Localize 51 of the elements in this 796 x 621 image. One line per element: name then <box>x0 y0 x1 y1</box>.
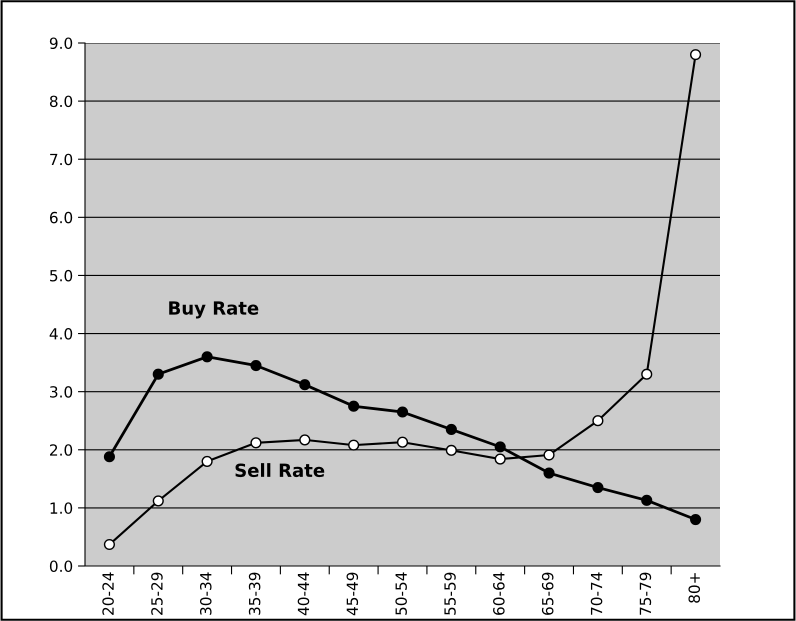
point <box>592 482 604 494</box>
point <box>104 451 115 462</box>
x-tick-label: 70-74 <box>590 572 602 615</box>
y-tick-label: 1.0 <box>50 502 72 514</box>
x-tick-label: 50-54 <box>395 572 407 615</box>
x-tick-label: 25-29 <box>151 572 163 615</box>
point <box>494 454 506 465</box>
y-tick-label: 7.0 <box>50 154 72 166</box>
point <box>152 495 164 506</box>
x-tick-label: 75-79 <box>640 572 652 615</box>
point <box>641 494 652 506</box>
point <box>299 434 310 446</box>
point <box>690 49 702 60</box>
point <box>543 449 555 461</box>
point <box>104 538 115 550</box>
point <box>543 467 555 479</box>
y-tick-label: 0.0 <box>50 560 72 572</box>
point <box>152 368 164 380</box>
point <box>202 456 213 467</box>
y-tick-label: 4.0 <box>50 328 72 340</box>
x-tick-label: 20-24 <box>102 572 114 615</box>
point <box>446 424 457 435</box>
x-tick-label: 80+ <box>688 573 700 603</box>
point <box>250 437 262 448</box>
series-label: Sell Rate <box>236 463 324 478</box>
point <box>494 441 506 452</box>
point <box>690 514 702 526</box>
x-tick-label: 35-39 <box>248 572 260 615</box>
y-tick-label: 5.0 <box>50 270 72 282</box>
point <box>250 360 262 372</box>
point <box>202 351 213 362</box>
y-tick-label: 8.0 <box>50 96 72 108</box>
point <box>299 379 310 390</box>
y-tick-label: 9.0 <box>50 37 72 50</box>
x-tick-label: 60-64 <box>493 572 505 615</box>
point <box>396 436 408 448</box>
x-tick-label: 30-34 <box>200 572 212 615</box>
x-tick-label: 65-69 <box>542 572 554 615</box>
point <box>348 400 360 412</box>
x-tick-label: 45-49 <box>346 572 358 616</box>
y-tick-label: 3.0 <box>50 386 72 398</box>
point <box>396 406 408 418</box>
x-tick-label: 55-59 <box>444 572 456 615</box>
point <box>641 368 652 380</box>
point <box>592 415 604 426</box>
y-tick-label: 6.0 <box>50 212 72 224</box>
y-tick-label: 2.0 <box>50 444 72 456</box>
point <box>446 444 457 456</box>
point <box>348 440 360 451</box>
x-tick-label: 40-44 <box>298 572 310 616</box>
text: Buy Rate <box>169 301 258 318</box>
